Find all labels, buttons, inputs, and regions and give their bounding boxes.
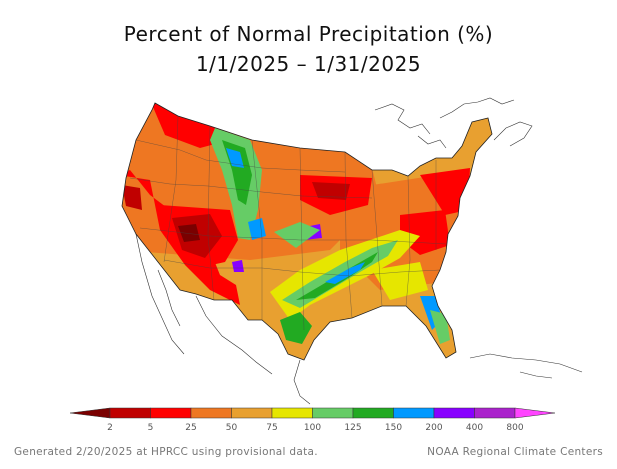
green-gulf-coast bbox=[280, 312, 312, 344]
red-northeast bbox=[420, 168, 470, 215]
legend-swatch bbox=[352, 407, 394, 419]
legend-tick-label: 2 bbox=[107, 423, 113, 433]
legend-swatch bbox=[109, 407, 151, 419]
legend-tick-label: 50 bbox=[226, 423, 238, 433]
state-boundaries bbox=[129, 115, 447, 331]
green-kansas bbox=[274, 222, 320, 248]
legend-tick-label: 150 bbox=[385, 423, 402, 433]
us-outline bbox=[121, 102, 493, 361]
blue-plains-spot bbox=[226, 148, 244, 168]
legend-swatch bbox=[393, 407, 435, 419]
legend-tick-label: 400 bbox=[466, 423, 483, 433]
generated-note: Generated 2/20/2025 at HPRCC using provi… bbox=[14, 446, 318, 458]
legend-swatch bbox=[271, 407, 313, 419]
surrounding-coastlines bbox=[135, 97, 583, 405]
blue-band bbox=[325, 262, 365, 284]
deep-red-core bbox=[178, 224, 200, 242]
legend-tick-label: 5 bbox=[148, 423, 154, 433]
darkred-minnesota bbox=[312, 182, 350, 200]
legend-swatch bbox=[150, 407, 192, 419]
legend-swatch bbox=[312, 407, 354, 419]
legend-arrow-low bbox=[69, 407, 111, 419]
legend-tick-label: 25 bbox=[185, 423, 196, 433]
map-title: Percent of Normal Precipitation (%) bbox=[123, 22, 494, 46]
legend-swatch bbox=[433, 407, 475, 419]
legend-arrow-high bbox=[514, 407, 556, 419]
legend-tick-label: 200 bbox=[425, 423, 442, 433]
legend-tick-label: 125 bbox=[344, 423, 361, 433]
legend-swatch bbox=[190, 407, 232, 419]
legend-tick-label: 800 bbox=[506, 423, 523, 433]
noaa-credit: NOAA Regional Climate Centers bbox=[427, 446, 603, 458]
map-date-range: 1/1/2025 – 1/31/2025 bbox=[195, 52, 422, 76]
purple-spot-2 bbox=[232, 260, 244, 272]
legend-swatch bbox=[231, 407, 273, 419]
darkred-california bbox=[122, 185, 142, 210]
legend-tick-label: 75 bbox=[266, 423, 277, 433]
legend-swatch bbox=[474, 407, 516, 419]
legend-tick-label: 100 bbox=[304, 423, 321, 433]
